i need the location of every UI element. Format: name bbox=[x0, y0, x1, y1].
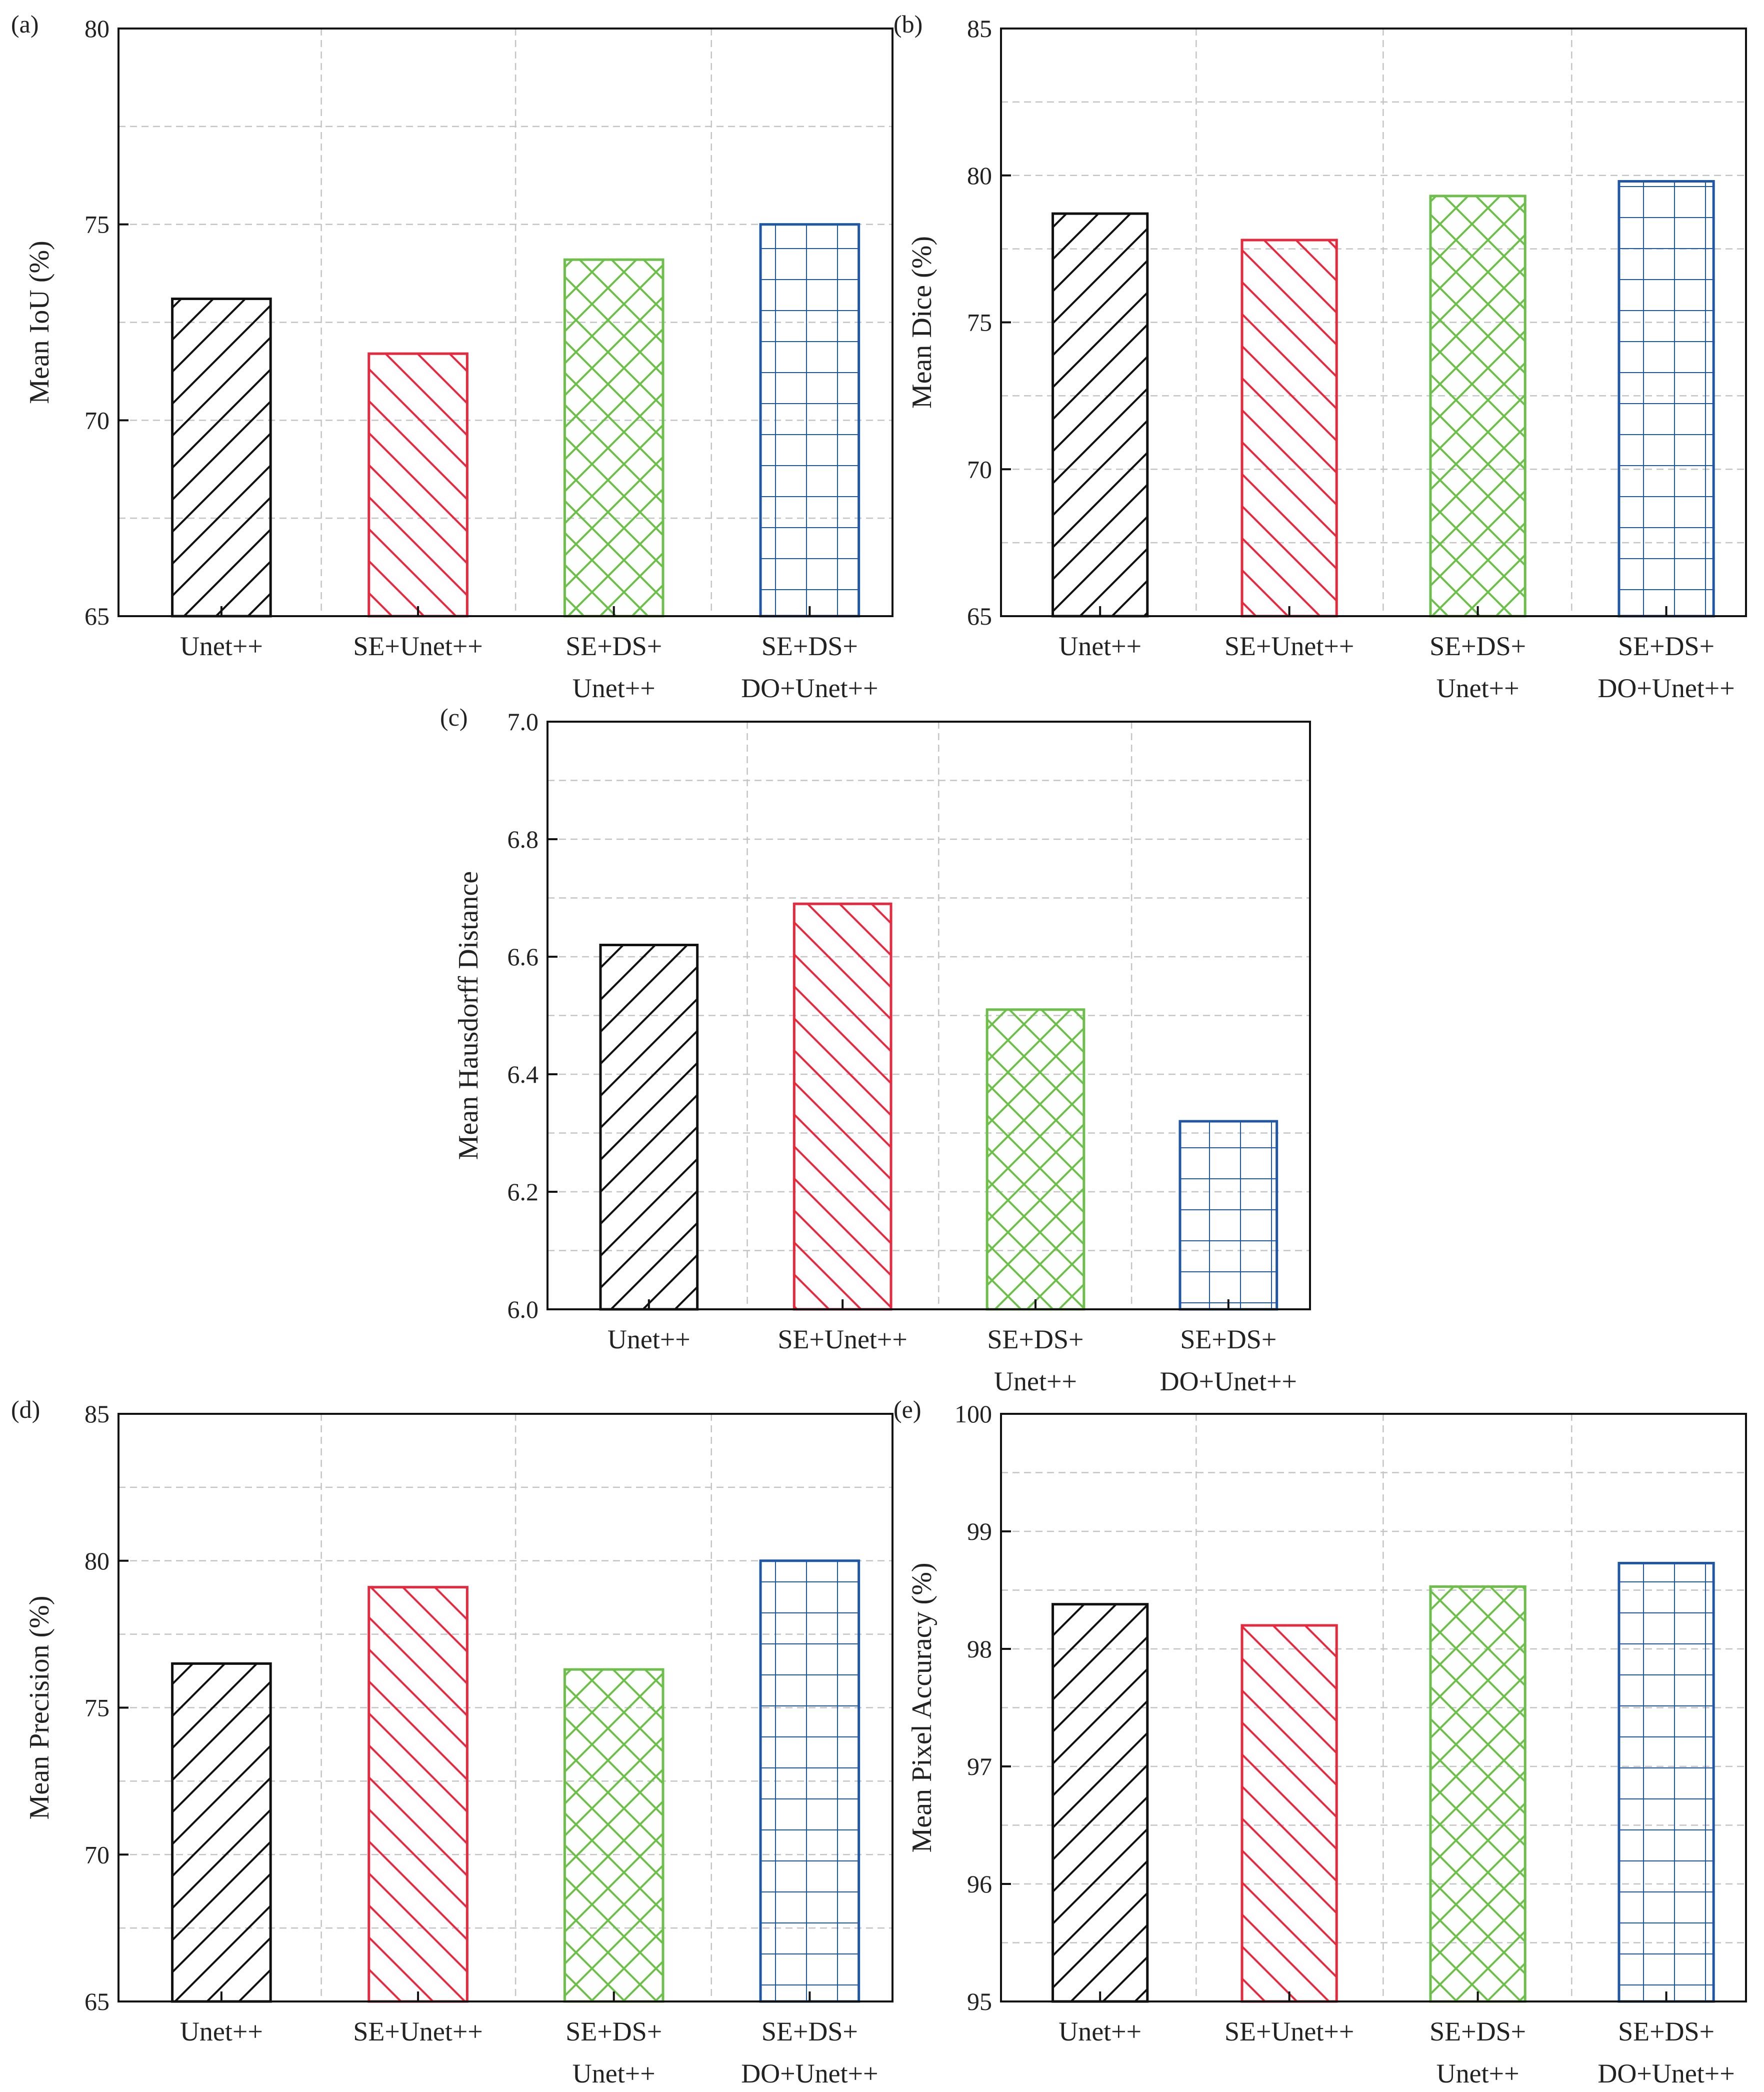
panel-label: (b) bbox=[894, 10, 922, 38]
x-tick-label: SE+DS+ bbox=[566, 2016, 662, 2046]
x-tick-label: SE+DS+ bbox=[762, 631, 858, 661]
x-tick-label: Unet++ bbox=[180, 2016, 263, 2046]
panel-label: (c) bbox=[440, 703, 468, 731]
y-tick-label: 80 bbox=[84, 15, 110, 43]
y-tick-label: 96 bbox=[967, 1870, 992, 1898]
plot-frame bbox=[118, 28, 894, 617]
bar-se-ds-do-unet bbox=[759, 1559, 860, 2003]
grid bbox=[1001, 1414, 1746, 2001]
bar-se-unet bbox=[1240, 1624, 1338, 2003]
bar-se-ds-do-unet bbox=[759, 223, 860, 618]
x-tick-label: Unet++ bbox=[994, 1366, 1077, 1396]
x-tick-label: Unet++ bbox=[1436, 673, 1520, 703]
x-tick-label: SE+DS+ bbox=[1618, 2016, 1714, 2046]
x-tick-label: SE+DS+ bbox=[1618, 631, 1714, 661]
panel-a: 65 70 75 80 Unet++ SE+Unet++ SE+DS+ Unet++ SE+DS… bbox=[11, 10, 894, 703]
y-tick-label: 85 bbox=[967, 15, 992, 43]
x-tick-label: DO+Unet++ bbox=[1598, 2058, 1734, 2088]
x-tick-label: SE+DS+ bbox=[988, 1324, 1084, 1354]
x-tick-label: SE+DS+ bbox=[1430, 2016, 1526, 2046]
plot-frame bbox=[1000, 1413, 1747, 2002]
x-tick-label: DO+Unet++ bbox=[1160, 1366, 1297, 1396]
y-axis-title: Mean Pixel Accuracy (%) bbox=[906, 1563, 938, 1853]
y-tick-label: 97 bbox=[967, 1752, 992, 1780]
x-tick-label: Unet++ bbox=[608, 1324, 690, 1354]
panel-e: 95 96 97 98 99 100 Unet++ SE+Unet++ SE+DS+ Unet++… bbox=[894, 1395, 1747, 2088]
x-tick-label: Unet++ bbox=[572, 673, 656, 703]
bar-se-unet bbox=[1240, 239, 1338, 618]
y-tick-label: 99 bbox=[967, 1517, 992, 1545]
bar-se-ds-unet bbox=[986, 1008, 1086, 1311]
x-tick-label: SE+Unet++ bbox=[353, 2016, 482, 2046]
x-tick-label: SE+Unet++ bbox=[1224, 2016, 1354, 2046]
y-tick-label: 75 bbox=[967, 309, 992, 337]
bar-se-ds-unet bbox=[563, 1668, 664, 2003]
x-tick-label: Unet++ bbox=[180, 631, 263, 661]
y-tick-label: 70 bbox=[967, 455, 992, 483]
y-axis-title: Mean Hausdorff Distance bbox=[453, 871, 484, 1160]
x-tick-label: SE+DS+ bbox=[762, 2016, 858, 2046]
bar-unet bbox=[1052, 212, 1149, 618]
panel-label: (d) bbox=[11, 1395, 40, 1423]
panel-label: (a) bbox=[11, 10, 39, 38]
panel-label: (e) bbox=[894, 1395, 922, 1423]
y-tick-label: 6.4 bbox=[508, 1060, 539, 1088]
panel-d: 65 70 75 80 85 Unet++ SE+Unet++ SE+DS+ Unet++ SE+… bbox=[11, 1395, 894, 2088]
x-tick-label: SE+Unet++ bbox=[353, 631, 482, 661]
x-tick-label: SE+Unet++ bbox=[1224, 631, 1354, 661]
bar-unet bbox=[1052, 1603, 1149, 2003]
bar-se-ds-unet bbox=[1429, 1585, 1526, 2003]
bar-se-ds-do-unet bbox=[1178, 1120, 1278, 1311]
y-tick-label: 80 bbox=[84, 1547, 110, 1575]
bar-se-ds-unet bbox=[1429, 195, 1526, 618]
y-tick-label: 98 bbox=[967, 1635, 992, 1663]
x-tick-label: SE+DS+ bbox=[566, 631, 662, 661]
bar-unet bbox=[599, 944, 699, 1311]
y-tick-label: 100 bbox=[954, 1400, 992, 1428]
y-tick-label: 6.2 bbox=[508, 1178, 539, 1206]
x-tick-label: SE+DS+ bbox=[1430, 631, 1526, 661]
bar-se-unet bbox=[368, 352, 468, 618]
x-tick-label: DO+Unet++ bbox=[741, 673, 878, 703]
x-tick-label: SE+Unet++ bbox=[778, 1324, 907, 1354]
plot-frame bbox=[546, 721, 1311, 1310]
bar-unet bbox=[171, 1662, 272, 2003]
y-axis-title: Mean Precision (%) bbox=[24, 1596, 55, 1820]
y-tick-label: 75 bbox=[84, 211, 110, 239]
y-tick-label: 70 bbox=[84, 406, 110, 434]
panel-c: 6.0 6.2 6.4 6.6 6.8 7.0 Unet++ SE+Unet++ SE+DS+ U… bbox=[440, 703, 1311, 1396]
y-tick-label: 65 bbox=[84, 602, 110, 630]
x-tick-label: Unet++ bbox=[572, 2058, 656, 2088]
x-tick-label: DO+Unet++ bbox=[741, 2058, 878, 2088]
x-tick-label: SE+DS+ bbox=[1180, 1324, 1276, 1354]
y-tick-label: 80 bbox=[967, 162, 992, 190]
bar-se-unet bbox=[792, 902, 892, 1311]
y-tick-label: 65 bbox=[967, 602, 992, 630]
y-tick-label: 6.8 bbox=[508, 825, 539, 853]
x-tick-label: Unet++ bbox=[1058, 631, 1142, 661]
x-tick-label: Unet++ bbox=[1436, 2058, 1520, 2088]
bar-se-ds-do-unet bbox=[1618, 1561, 1715, 2003]
x-tick-label: Unet++ bbox=[1058, 2016, 1142, 2046]
bar-se-ds-do-unet bbox=[1618, 180, 1715, 618]
x-tick-label: DO+Unet++ bbox=[1598, 673, 1734, 703]
y-tick-label: 95 bbox=[967, 1987, 992, 2015]
bar-unet bbox=[171, 298, 272, 618]
grid bbox=[1001, 29, 1746, 616]
y-tick-label: 65 bbox=[84, 1987, 110, 2015]
y-tick-label: 75 bbox=[84, 1694, 110, 1722]
y-tick-label: 6.6 bbox=[508, 943, 539, 971]
y-tick-label: 85 bbox=[84, 1400, 110, 1428]
panel-b: 65 70 75 80 85 Unet++ SE+Unet++ SE+DS+ Unet++ SE+… bbox=[894, 10, 1747, 703]
bar-se-ds-unet bbox=[563, 258, 664, 618]
y-tick-label: 6.0 bbox=[508, 1295, 539, 1323]
y-axis-title: Mean IoU (%) bbox=[24, 241, 55, 404]
y-tick-label: 70 bbox=[84, 1840, 110, 1868]
bar-se-unet bbox=[368, 1586, 468, 2003]
y-tick-label: 7.0 bbox=[508, 708, 539, 736]
y-axis-title: Mean Dice (%) bbox=[906, 236, 938, 409]
